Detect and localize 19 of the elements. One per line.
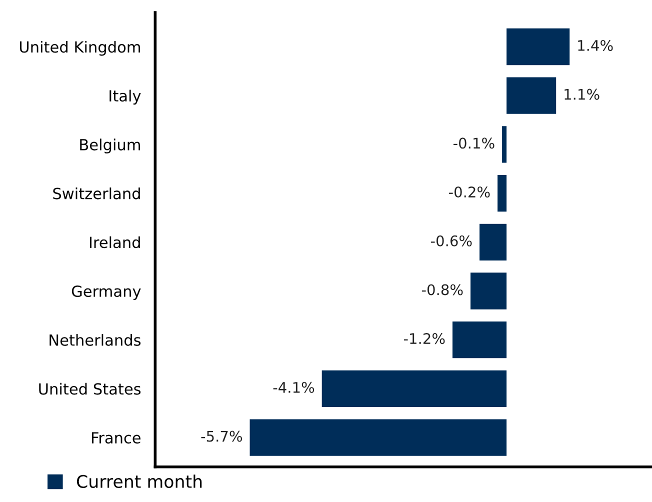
legend-label: Current month	[76, 474, 202, 488]
y-tick-label: Switzerland	[53, 187, 140, 200]
data-label: 1.1%	[564, 88, 600, 100]
data-label: -4.1%	[273, 382, 314, 393]
y-tick-label: Germany	[72, 285, 141, 300]
data-label: 1.4%	[578, 40, 613, 51]
y-tick-label: Netherlands	[50, 334, 141, 346]
y-tick-label: Ireland	[90, 236, 140, 248]
data-label: -0.1%	[454, 138, 494, 149]
data-label: -0.8%	[422, 284, 463, 296]
y-tick-label: France	[92, 432, 140, 444]
data-label: -0.2%	[448, 186, 490, 198]
data-label: -0.6%	[430, 235, 472, 246]
data-label: -1.2%	[404, 333, 445, 344]
data-label: -5.7%	[201, 430, 242, 442]
y-tick-label: Italy	[110, 90, 141, 105]
y-tick-label: Belgium	[80, 138, 140, 154]
y-tick-label: United States	[39, 382, 141, 395]
y-tick-label: United Kingdom	[20, 40, 140, 56]
